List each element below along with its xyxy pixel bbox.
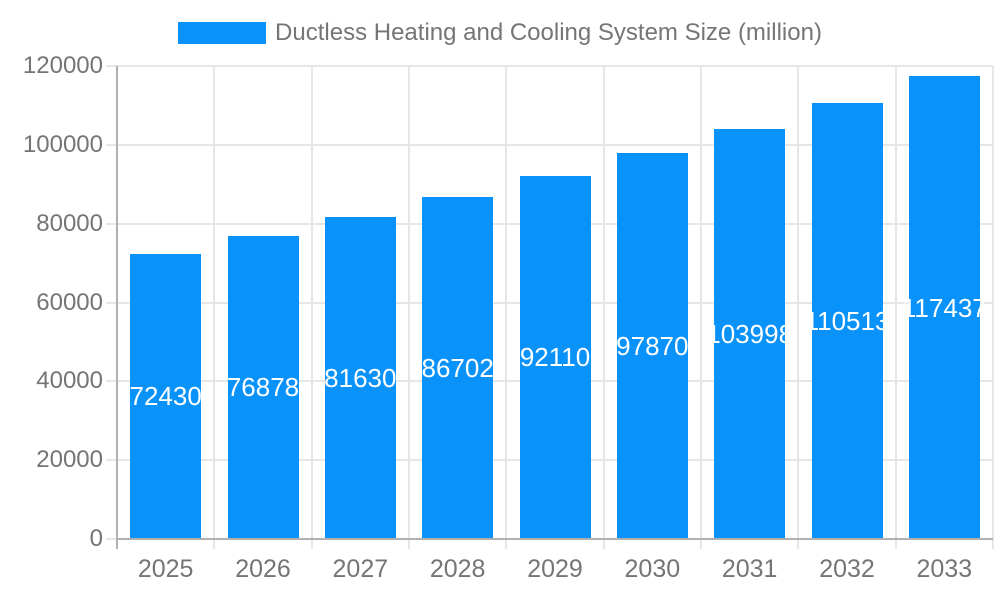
bar-value-label: 72430 xyxy=(129,381,202,412)
bar-value-label: 117437 xyxy=(901,292,987,323)
bar-2032 xyxy=(811,103,883,539)
legend-label: Ductless Heating and Cooling System Size… xyxy=(275,19,822,46)
x-gridline xyxy=(797,66,800,549)
x-axis-tick-label: 2025 xyxy=(137,555,194,583)
x-gridline xyxy=(992,66,994,549)
x-axis-tick-label: 2032 xyxy=(819,555,875,583)
y-tick xyxy=(106,222,117,225)
x-gridline xyxy=(505,66,508,549)
bar-2031 xyxy=(714,129,786,539)
legend-swatch xyxy=(178,22,267,44)
bar-2026 xyxy=(227,235,299,539)
bar-2029 xyxy=(519,175,591,539)
y-axis-tick-label: 100000 xyxy=(22,130,103,158)
y-tick xyxy=(106,538,117,540)
bar-value-label: 92110 xyxy=(519,342,591,373)
y-axis-tick-label: 80000 xyxy=(36,209,103,237)
x-axis-tick-label: 2027 xyxy=(332,555,389,583)
y-gridline xyxy=(117,143,993,146)
bar-value-label: 86702 xyxy=(421,353,494,384)
x-axis-tick-label: 2033 xyxy=(916,555,973,583)
x-gridline xyxy=(408,66,410,549)
y-tick xyxy=(106,459,117,462)
y-axis-tick-label: 20000 xyxy=(36,446,103,474)
y-axis-tick-label: 60000 xyxy=(36,288,103,316)
x-axis-tick-label: 2031 xyxy=(721,555,778,583)
bar-value-label: 110513 xyxy=(804,306,890,337)
x-axis-tick-label: 2030 xyxy=(624,555,681,583)
bar-value-label: 103998 xyxy=(706,319,794,350)
x-gridline xyxy=(310,66,313,549)
x-axis-line xyxy=(117,538,993,540)
y-gridline xyxy=(117,65,993,67)
bar-2030 xyxy=(616,153,688,539)
x-axis-tick-label: 2029 xyxy=(527,555,583,583)
y-tick xyxy=(106,380,117,383)
bar-2033 xyxy=(908,76,980,539)
y-axis-line xyxy=(116,66,118,549)
x-axis-tick-label: 2026 xyxy=(235,555,291,583)
bar-value-label: 81630 xyxy=(324,363,397,394)
y-tick xyxy=(106,143,117,146)
y-axis-tick-label: 120000 xyxy=(22,52,103,79)
bar-2027 xyxy=(324,217,396,539)
x-gridline xyxy=(700,66,702,549)
x-gridline xyxy=(894,66,897,549)
x-axis-tick-label: 2028 xyxy=(429,555,486,583)
x-gridline xyxy=(213,66,216,549)
y-tick xyxy=(106,301,117,304)
chart-legend: Ductless Heating and Cooling System Size… xyxy=(0,19,1000,47)
y-axis-tick-label: 0 xyxy=(89,525,103,552)
y-axis-tick-label: 40000 xyxy=(36,367,103,395)
y-tick xyxy=(106,65,117,67)
x-gridline xyxy=(602,66,605,549)
bar-2025 xyxy=(130,253,202,539)
bar-value-label: 76878 xyxy=(226,372,300,403)
bar-value-label: 97870 xyxy=(616,331,689,362)
bar-2028 xyxy=(422,197,494,539)
